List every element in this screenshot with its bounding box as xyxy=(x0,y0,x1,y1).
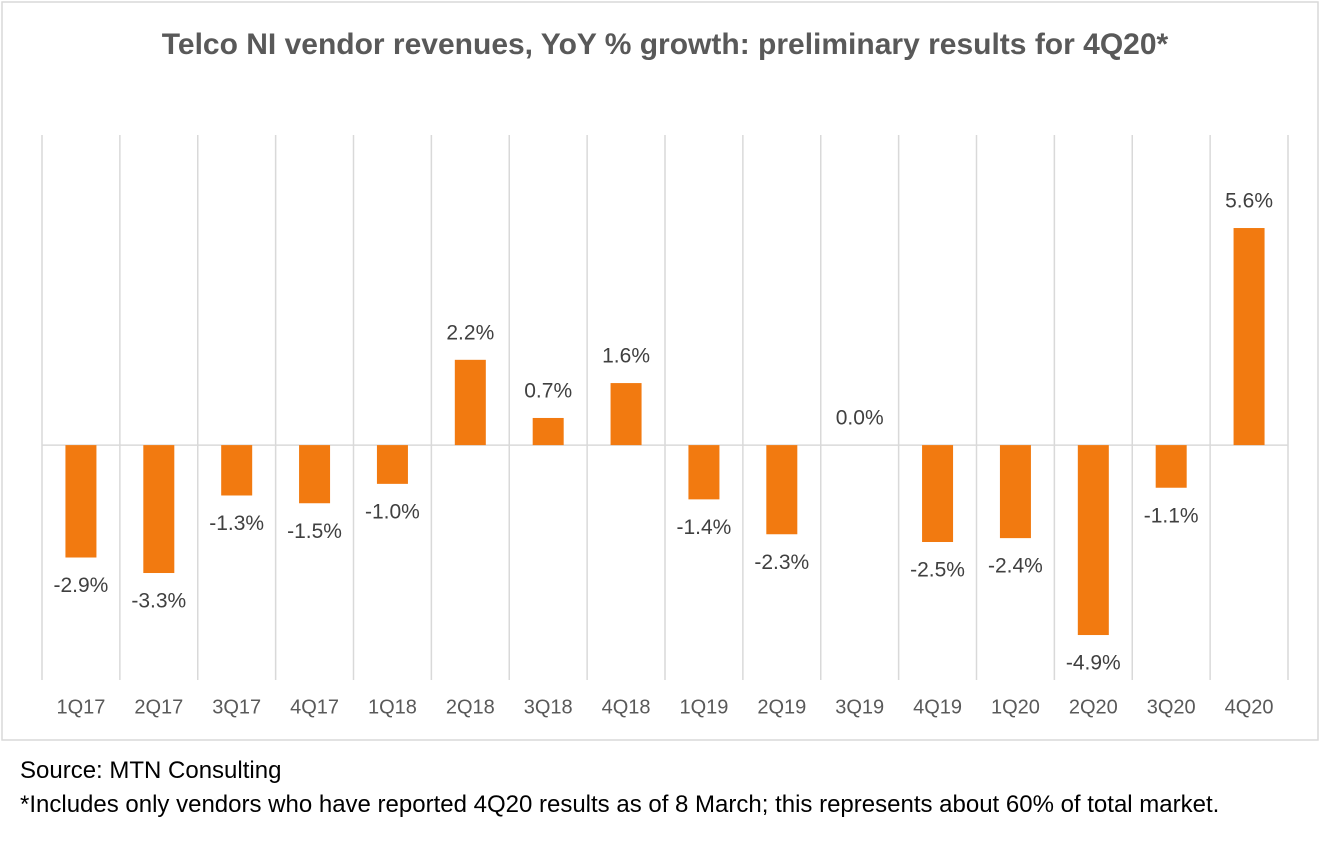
x-tick-label: 3Q18 xyxy=(524,696,573,718)
bar xyxy=(65,445,97,558)
value-label: -2.4% xyxy=(988,555,1043,578)
value-label: -1.5% xyxy=(287,520,342,543)
bar xyxy=(454,359,486,446)
x-tick-label: 2Q17 xyxy=(134,696,183,718)
value-label: -1.1% xyxy=(1144,504,1199,527)
bar xyxy=(766,445,798,535)
value-label: 0.7% xyxy=(524,380,572,403)
x-tick-label: 2Q19 xyxy=(757,696,806,718)
bar xyxy=(299,445,331,504)
x-tick-label: 4Q17 xyxy=(290,696,339,718)
x-tick-label: 1Q20 xyxy=(991,696,1040,718)
x-tick-label: 1Q19 xyxy=(679,696,728,718)
bar xyxy=(922,445,954,543)
chart-title: Telco NI vendor revenues, YoY % growth: … xyxy=(161,28,1169,61)
bar xyxy=(999,445,1031,539)
value-label: -1.3% xyxy=(209,512,264,535)
value-label: -2.9% xyxy=(54,574,109,597)
x-tick-label: 4Q20 xyxy=(1225,696,1274,718)
value-label: 1.6% xyxy=(602,345,650,368)
x-tick-label: 1Q18 xyxy=(368,696,417,718)
x-tick-label: 2Q20 xyxy=(1069,696,1118,718)
x-tick-label: 3Q17 xyxy=(212,696,261,718)
bar xyxy=(143,445,175,574)
x-tick-label: 3Q19 xyxy=(835,696,884,718)
x-tick-label: 4Q19 xyxy=(913,696,962,718)
value-label: 2.2% xyxy=(446,321,494,344)
value-label: -4.9% xyxy=(1066,652,1121,675)
x-tick-label: 1Q17 xyxy=(56,696,105,718)
value-label: -1.0% xyxy=(365,500,420,523)
x-tick-label: 4Q18 xyxy=(602,696,651,718)
bar xyxy=(1077,445,1109,636)
bar xyxy=(1233,228,1265,446)
x-tick-label: 2Q18 xyxy=(446,696,495,718)
value-label: -2.3% xyxy=(754,551,809,574)
value-label: 0.0% xyxy=(836,407,884,430)
bar xyxy=(376,445,408,484)
source-note: Source: MTN Consulting xyxy=(20,757,282,784)
chart-border xyxy=(1,1,1319,741)
value-label: -3.3% xyxy=(131,590,186,613)
value-label: -2.5% xyxy=(910,559,965,582)
bar xyxy=(221,445,253,496)
x-tick-label: 3Q20 xyxy=(1147,696,1196,718)
bar xyxy=(1155,445,1187,488)
value-label: 5.6% xyxy=(1225,190,1273,213)
bar xyxy=(610,383,642,446)
footnote: *Includes only vendors who have reported… xyxy=(20,791,1220,818)
value-label: -1.4% xyxy=(677,516,732,539)
bar xyxy=(688,445,720,500)
bar xyxy=(532,417,564,446)
